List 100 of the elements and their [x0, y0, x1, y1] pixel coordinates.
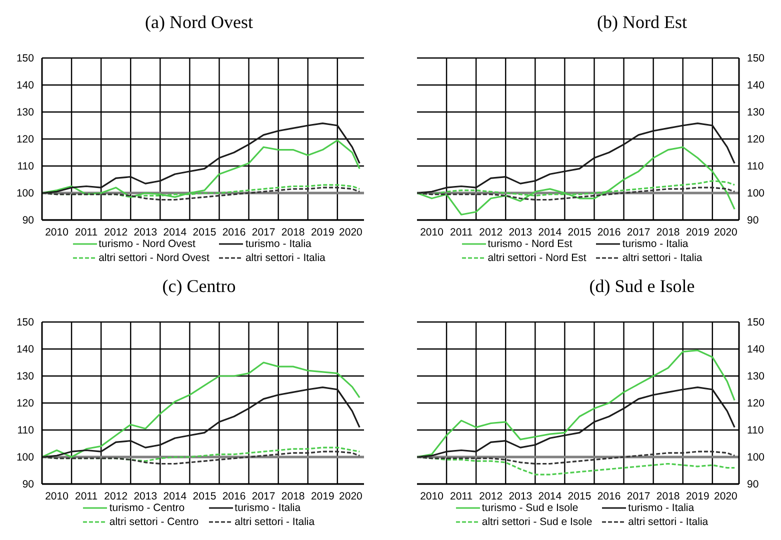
- x-tick-label: 2013: [508, 226, 532, 238]
- y-tick-label: 90: [747, 478, 759, 491]
- x-tick-label: 2017: [252, 226, 276, 238]
- x-tick-label: 2012: [104, 226, 128, 238]
- y-tick-label: 130: [16, 370, 34, 383]
- x-tick-label: 2014: [538, 226, 562, 238]
- x-tick-label: 2013: [134, 490, 158, 502]
- x-tick-label: 2015: [192, 226, 216, 238]
- x-tick-label: 2015: [192, 490, 216, 502]
- x-tick-label: 2020: [714, 490, 738, 502]
- y-tick-label: 130: [16, 106, 34, 119]
- legend-label: turismo - Italia: [234, 502, 301, 514]
- line-series: [42, 450, 360, 465]
- line-series: [417, 386, 736, 458]
- line-series: [417, 186, 736, 201]
- x-tick-label: 2019: [310, 226, 334, 238]
- chart-title: (b) Nord Est: [597, 12, 687, 34]
- x-tick-label: 2020: [339, 490, 363, 502]
- x-tick-label: 2011: [75, 226, 98, 238]
- legend-label: altri settori - Nord Est: [488, 252, 586, 264]
- legend-label: altri settori - Sud e Isole: [482, 516, 592, 528]
- y-tick-label: 120: [747, 134, 765, 146]
- x-tick-label: 2016: [222, 226, 246, 238]
- y-tick-label: 90: [22, 478, 34, 491]
- legend-label: altri settori - Nord Ovest: [98, 252, 210, 264]
- x-tick-label: 2019: [686, 490, 710, 502]
- y-tick-label: 110: [747, 424, 764, 437]
- y-tick-label: 150: [747, 316, 765, 329]
- x-tick-label: 2010: [45, 490, 69, 502]
- x-tick-label: 2016: [597, 226, 621, 238]
- y-tick-label: 120: [747, 398, 765, 410]
- legend-label: altri settori - Italia: [234, 516, 315, 528]
- x-tick-label: 2018: [281, 226, 305, 238]
- legend-label: turismo - Nord Ovest: [98, 238, 196, 250]
- chart-title: (d) Sud e Isole: [589, 276, 695, 298]
- y-tick-label: 110: [17, 160, 34, 173]
- x-tick-label: 2018: [656, 226, 680, 238]
- y-tick-label: 150: [16, 52, 34, 65]
- y-tick-label: 90: [22, 214, 34, 227]
- legend-label: turismo - Sud e Isole: [482, 502, 578, 514]
- x-tick-label: 2016: [222, 490, 246, 502]
- y-tick-label: 120: [16, 398, 34, 410]
- y-tick-label: 100: [16, 188, 34, 200]
- line-series: [417, 122, 736, 194]
- line-series: [42, 122, 360, 194]
- y-tick-label: 150: [747, 52, 765, 65]
- y-tick-label: 130: [747, 106, 765, 119]
- legend-label: turismo - Italia: [628, 502, 694, 514]
- x-tick-label: 2014: [163, 226, 187, 238]
- line-series: [417, 450, 736, 465]
- x-tick-label: 2017: [252, 490, 276, 502]
- x-tick-label: 2010: [420, 226, 444, 238]
- x-tick-label: 2011: [450, 490, 473, 502]
- x-tick-label: 2015: [568, 490, 592, 502]
- x-tick-label: 2010: [45, 226, 69, 238]
- x-tick-label: 2017: [626, 226, 650, 238]
- x-tick-label: 2020: [714, 226, 738, 238]
- x-tick-label: 2017: [626, 490, 650, 502]
- y-tick-label: 110: [747, 160, 764, 173]
- chart-title: (a) Nord Ovest: [145, 12, 253, 34]
- x-tick-label: 2010: [420, 490, 444, 502]
- y-tick-label: 100: [747, 188, 765, 200]
- x-tick-label: 2013: [508, 490, 532, 502]
- y-tick-label: 140: [16, 344, 34, 356]
- legend-label: altri settori - Italia: [245, 252, 326, 264]
- legend-label: turismo - Nord Est: [488, 238, 572, 250]
- x-tick-label: 2016: [597, 490, 621, 502]
- x-tick-label: 2014: [538, 490, 562, 502]
- x-tick-label: 2014: [163, 490, 187, 502]
- chart-title: (c) Centro: [162, 276, 236, 298]
- x-tick-label: 2020: [339, 226, 363, 238]
- x-tick-label: 2019: [686, 226, 710, 238]
- y-tick-label: 150: [16, 316, 34, 329]
- x-tick-label: 2015: [568, 226, 592, 238]
- legend-label: turismo - Centro: [109, 502, 185, 514]
- y-tick-label: 140: [747, 344, 765, 356]
- x-tick-label: 2013: [134, 226, 158, 238]
- x-tick-label: 2019: [310, 490, 334, 502]
- y-tick-label: 140: [16, 80, 34, 92]
- y-tick-label: 120: [16, 134, 34, 146]
- legend-label: turismo - Italia: [622, 238, 688, 250]
- x-tick-label: 2018: [656, 490, 680, 502]
- x-tick-label: 2012: [104, 490, 128, 502]
- y-tick-label: 90: [747, 214, 759, 227]
- y-tick-label: 100: [16, 452, 34, 464]
- y-tick-label: 140: [747, 80, 765, 92]
- line-series: [42, 386, 360, 458]
- line-series: [42, 186, 360, 201]
- y-tick-label: 130: [747, 370, 765, 383]
- legend-label: altri settori - Italia: [628, 516, 708, 528]
- y-tick-label: 110: [17, 424, 34, 437]
- x-tick-label: 2012: [479, 226, 503, 238]
- legend-label: turismo - Italia: [245, 238, 312, 250]
- legend-label: altri settori - Italia: [622, 252, 702, 264]
- y-tick-label: 100: [747, 452, 765, 464]
- x-tick-label: 2012: [479, 490, 503, 502]
- x-tick-label: 2011: [75, 490, 98, 502]
- x-tick-label: 2011: [450, 226, 473, 238]
- legend-label: altri settori - Centro: [109, 516, 199, 528]
- x-tick-label: 2018: [281, 490, 305, 502]
